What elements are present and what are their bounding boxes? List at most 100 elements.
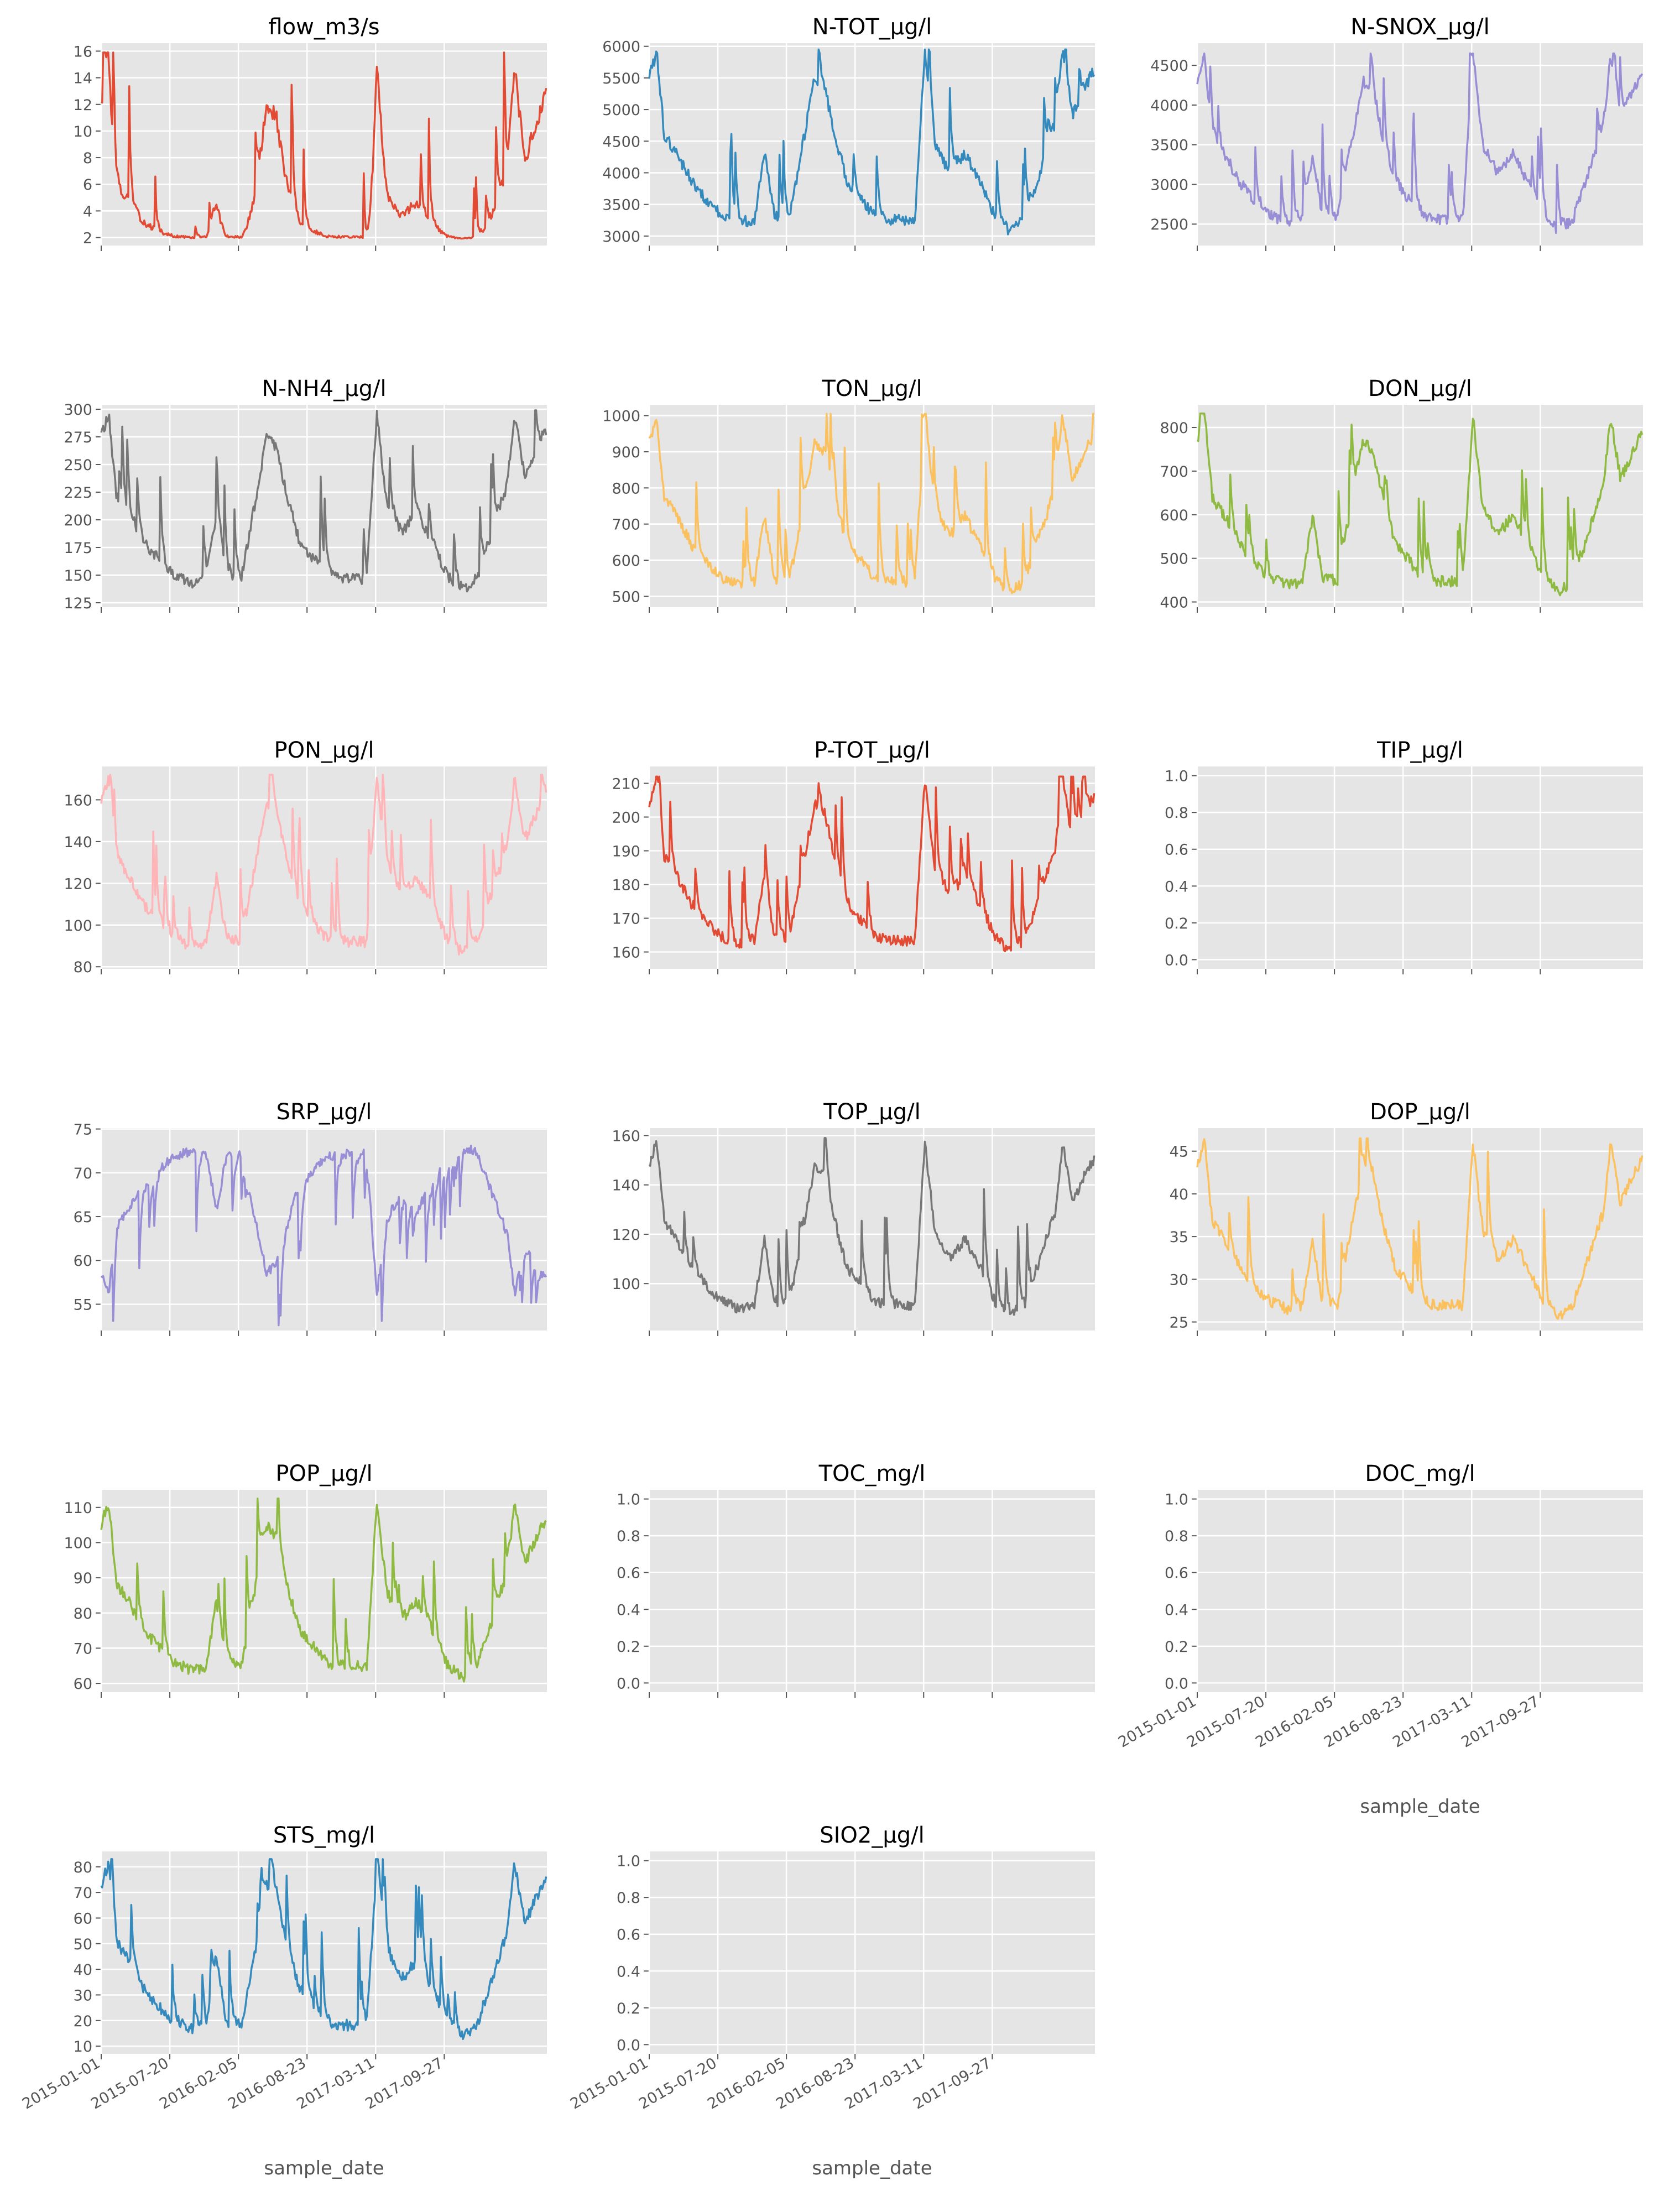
y-tick-label: 4500 (602, 133, 640, 150)
plot-area (101, 43, 547, 246)
y-tick-label: 0.8 (1165, 805, 1188, 822)
y-tick-label: 170 (612, 911, 640, 928)
subplot-title: TON_µg/l (821, 376, 922, 401)
y-tick-label: 45 (1170, 1144, 1188, 1161)
x-tick-label: 2016-08-23 (225, 2054, 309, 2112)
series-line (100, 1498, 547, 1683)
series-line (648, 775, 1095, 952)
y-tick-label: 0.8 (1165, 1528, 1188, 1545)
subplot-title: N-NH4_µg/l (262, 376, 386, 401)
y-tick-label: 300 (64, 401, 92, 419)
y-tick-label: 0.0 (617, 1675, 640, 1692)
x-tick-label: 2017-09-27 (362, 2054, 446, 2112)
y-tick-label: 125 (64, 595, 92, 612)
y-tick-label: 0.0 (1165, 1675, 1188, 1692)
y-tick-label: 160 (64, 792, 92, 809)
y-tick-label: 0.4 (617, 1963, 640, 1980)
y-tick-label: 25 (1170, 1314, 1188, 1332)
plot-area (1197, 766, 1643, 969)
y-tick-label: 50 (74, 1936, 92, 1953)
y-tick-label: 400 (1160, 594, 1188, 612)
subplot-17: 0.00.20.40.60.81.0SIO2_µg/l2015-01-01201… (567, 1823, 1095, 2179)
y-tick-label: 500 (1160, 551, 1188, 568)
y-tick-label: 6000 (602, 39, 640, 56)
y-tick-label: 200 (612, 810, 640, 827)
y-tick-label: 80 (74, 1605, 92, 1623)
y-tick-label: 600 (1160, 507, 1188, 524)
subplot-title: TOC_mg/l (818, 1461, 926, 1486)
subplot-11: 100 120 140 160 TOP_µg/l (612, 1099, 1095, 1336)
y-tick-label: 30 (74, 1987, 92, 2004)
x-tick-label: 2015-07-20 (1184, 1693, 1267, 1751)
y-tick-label: 10 (74, 2038, 92, 2056)
y-tick-label: 2500 (1150, 216, 1188, 233)
y-tick-label: 100 (64, 917, 92, 935)
x-tick-label: 2016-02-05 (156, 2054, 240, 2112)
y-tick-label: 0.2 (617, 2000, 640, 2017)
y-tick-label: 3500 (1150, 137, 1188, 154)
subplot-title: SIO2_µg/l (820, 1823, 925, 1848)
y-tick-label: 70 (74, 1885, 92, 1902)
subplot-title: flow_m3/s (268, 14, 379, 40)
y-tick-label: 210 (612, 776, 640, 793)
plot-area (101, 1128, 547, 1331)
subplot-title: STS_mg/l (273, 1823, 375, 1848)
y-tick-label: 35 (1170, 1229, 1188, 1246)
plot-area (649, 1851, 1095, 2054)
plot-area (1197, 1490, 1643, 1692)
subplot-title: DON_µg/l (1368, 376, 1472, 401)
series-line (100, 774, 547, 956)
x-tick-label: 2017-03-11 (842, 2054, 925, 2112)
x-tick-label: 2015-01-01 (567, 2054, 651, 2112)
y-tick-label: 250 (64, 457, 92, 474)
plot-area (649, 405, 1095, 607)
y-tick-label: 160 (612, 945, 640, 962)
y-tick-label: 100 (612, 1276, 640, 1293)
y-tick-label: 55 (74, 1296, 92, 1313)
y-tick-label: 4000 (1150, 97, 1188, 114)
series-line (648, 1137, 1095, 1316)
series-line (648, 48, 1095, 236)
x-tick-label: 2017-09-27 (1458, 1693, 1542, 1751)
y-tick-label: 1000 (602, 408, 640, 425)
x-axis-label: sample_date (812, 2157, 932, 2179)
y-tick-label: 275 (64, 429, 92, 446)
subplot-title: N-TOT_µg/l (812, 14, 932, 40)
y-tick-label: 200 (64, 512, 92, 529)
y-tick-label: 120 (64, 875, 92, 893)
y-tick-label: 700 (612, 517, 640, 534)
plot-area (1197, 1128, 1643, 1331)
plot-area (649, 766, 1095, 969)
y-tick-label: 5000 (602, 102, 640, 119)
subplot-title: TIP_µg/l (1376, 738, 1463, 763)
subplot-title: P-TOT_µg/l (814, 738, 930, 763)
subplot-14: 0.0 0.2 0.4 0.6 0.8 1.0 TOC_mg/l (617, 1461, 1095, 1698)
subplot-title: PON_µg/l (274, 738, 374, 763)
subplot-title: DOP_µg/l (1370, 1099, 1470, 1125)
series-line (100, 1858, 547, 2041)
x-tick-label: 2016-08-23 (1321, 1693, 1405, 1751)
y-tick-label: 5500 (602, 70, 640, 87)
y-tick-label: 800 (612, 480, 640, 497)
subplot-title: N-SNOX_µg/l (1350, 14, 1489, 40)
subplot-title: TOP_µg/l (823, 1099, 920, 1125)
subplot-1: 2 4 6 8 10 12 14 16 flow_m3/s (74, 14, 547, 251)
y-tick-label: 900 (612, 444, 640, 461)
y-tick-label: 0.8 (617, 1890, 640, 1907)
y-tick-label: 700 (1160, 463, 1188, 481)
y-tick-label: 0.0 (1165, 952, 1188, 969)
y-tick-label: 70 (74, 1165, 92, 1182)
y-tick-label: 225 (64, 484, 92, 502)
y-tick-label: 1.0 (1165, 1491, 1188, 1509)
y-tick-label: 0.6 (617, 1927, 640, 1944)
subplot-8: 160 170 180 190 200 210 P-TOT_µg/l (612, 738, 1095, 974)
y-tick-label: 190 (612, 843, 640, 860)
y-tick-label: 1.0 (617, 1491, 640, 1509)
y-tick-label: 600 (612, 552, 640, 570)
y-tick-label: 0.6 (617, 1565, 640, 1582)
y-tick-label: 70 (74, 1640, 92, 1657)
y-tick-label: 30 (1170, 1271, 1188, 1288)
x-tick-label: 2016-02-05 (705, 2054, 788, 2112)
series-line (648, 413, 1094, 594)
